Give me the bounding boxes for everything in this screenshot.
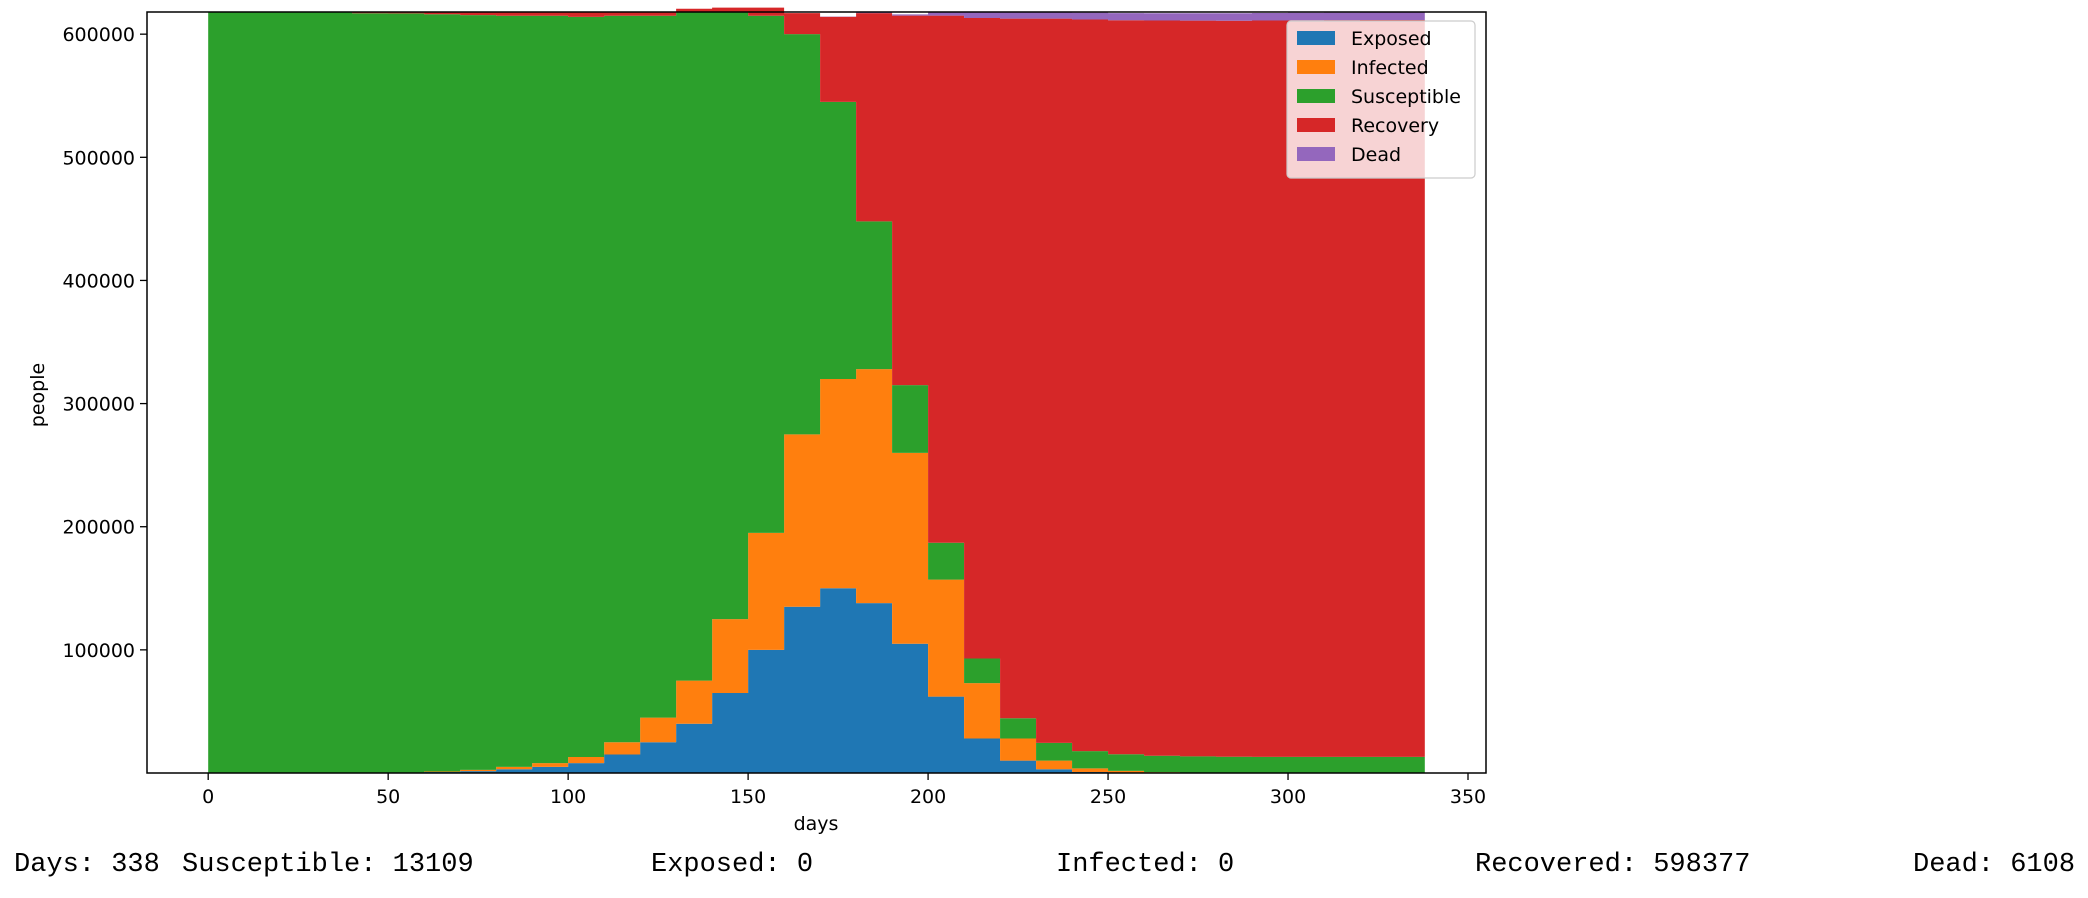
x-tick-label: 350 bbox=[1450, 786, 1486, 808]
status-recovered: Recovered: 598377 bbox=[1475, 850, 1751, 880]
status-bar: Days: 338 Susceptible: 13109 Exposed: 0 … bbox=[0, 850, 2088, 890]
x-tick-label: 200 bbox=[910, 786, 946, 808]
series-area-dead bbox=[208, 7, 1425, 21]
series-layer bbox=[208, 7, 1425, 773]
legend-swatch-recovery bbox=[1297, 118, 1335, 132]
series-area-recovery bbox=[208, 7, 1425, 757]
status-susceptible: Susceptible: 13109 bbox=[182, 850, 474, 880]
legend-label-dead: Dead bbox=[1351, 144, 1401, 166]
legend-label-recovery: Recovery bbox=[1351, 115, 1439, 137]
x-tick-label: 0 bbox=[202, 786, 214, 808]
series-area-infected bbox=[208, 369, 1425, 773]
legend-swatch-exposed bbox=[1297, 31, 1335, 45]
y-tick-label: 200000 bbox=[62, 517, 135, 539]
legend-label-susceptible: Susceptible bbox=[1351, 86, 1461, 108]
y-axis: 100000 200000 300000 400000 500000 600000 bbox=[62, 24, 147, 662]
x-tick-label: 300 bbox=[1270, 786, 1306, 808]
plot-frame bbox=[146, 11, 1487, 774]
status-infected: Infected: 0 bbox=[1056, 850, 1235, 880]
y-axis-label: people bbox=[27, 363, 49, 427]
legend: Exposed Infected Susceptible Recovery Dead bbox=[1286, 20, 1476, 179]
legend-swatch-infected bbox=[1297, 60, 1335, 74]
series-area-exposed bbox=[208, 588, 1425, 773]
legend-label-infected: Infected bbox=[1351, 57, 1429, 79]
y-tick-label: 600000 bbox=[62, 24, 135, 46]
y-tick-label: 500000 bbox=[62, 147, 135, 169]
stacked-area-chart: 0 50 100 150 200 250 300 350 100000 200000 300000… bbox=[27, 7, 1487, 835]
status-exposed: Exposed: 0 bbox=[651, 850, 814, 880]
x-tick-label: 250 bbox=[1090, 786, 1126, 808]
status-dead: Dead: 6108 bbox=[1913, 850, 2076, 880]
legend-swatch-dead bbox=[1297, 147, 1335, 161]
x-tick-label: 150 bbox=[730, 786, 766, 808]
legend-label-exposed: Exposed bbox=[1351, 28, 1432, 50]
x-axis: 0 50 100 150 200 250 300 350 bbox=[202, 773, 1486, 808]
status-days: Days: 338 bbox=[14, 850, 160, 880]
x-axis-label: days bbox=[794, 813, 839, 835]
y-tick-label: 100000 bbox=[62, 640, 135, 662]
x-tick-label: 100 bbox=[550, 786, 586, 808]
legend-swatch-susceptible bbox=[1297, 89, 1335, 103]
y-tick-label: 400000 bbox=[62, 270, 135, 292]
y-tick-label: 300000 bbox=[62, 394, 135, 416]
x-tick-label: 50 bbox=[376, 786, 400, 808]
series-area-susceptible bbox=[208, 12, 1425, 773]
